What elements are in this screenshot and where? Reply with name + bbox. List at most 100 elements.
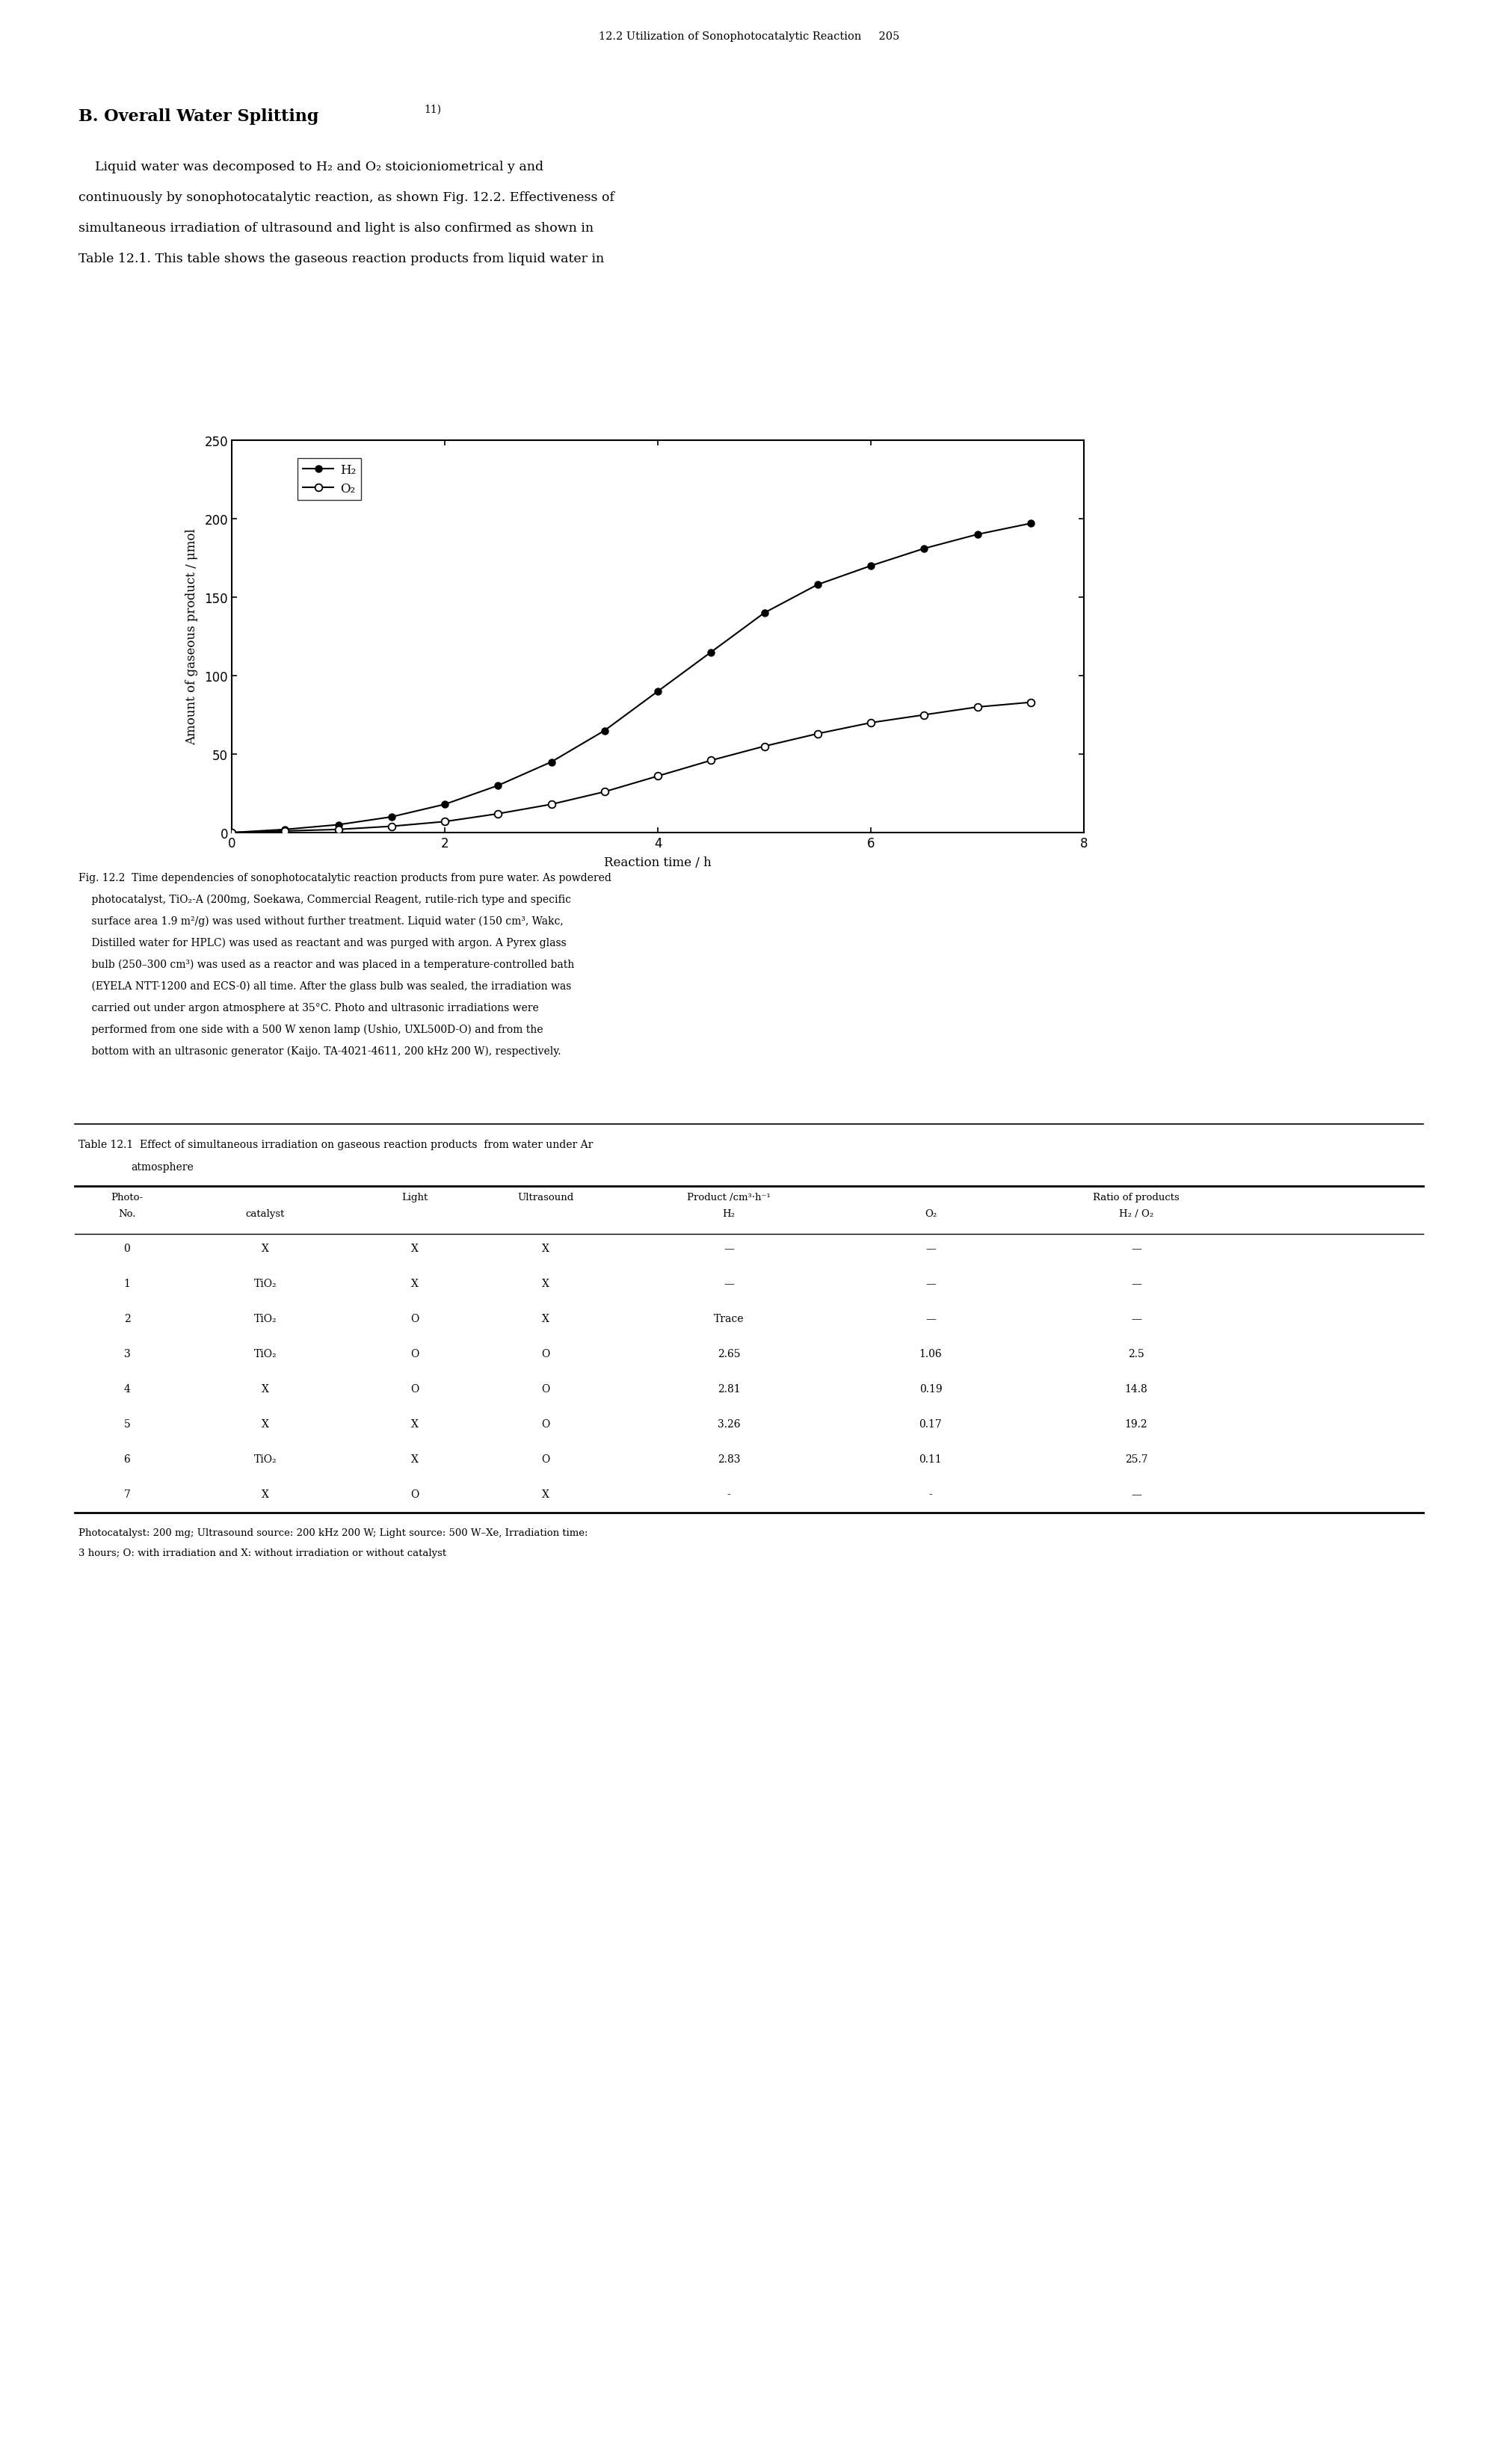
Text: TiO₂: TiO₂ [255,1313,277,1323]
O₂ [542,791,560,821]
Text: carried out under argon atmosphere at 35°C. Photo and ultrasonic irradiations we: carried out under argon atmosphere at 35… [78,1003,539,1013]
Text: bulb (250–300 cm³) was used as a reactor and was placed in a temperature-control: bulb (250–300 cm³) was used as a reactor… [78,958,574,971]
Text: 1: 1 [124,1279,130,1289]
Text: -: - [929,1488,932,1501]
Text: No.: No. [118,1210,136,1220]
O₂ [382,813,400,843]
Text: 5: 5 [124,1419,130,1429]
Text: 1.06: 1.06 [920,1348,942,1360]
Text: atmosphere: atmosphere [130,1161,193,1173]
O₂ [330,816,348,845]
Text: Ratio of products: Ratio of products [1094,1193,1179,1202]
Line: O₂: O₂ [228,700,1034,838]
O₂ [755,732,773,761]
Text: X: X [542,1313,550,1323]
Text: X: X [262,1385,270,1395]
Text: TiO₂: TiO₂ [255,1454,277,1464]
O₂ [915,700,933,729]
Text: X: X [262,1419,270,1429]
H₂ [330,811,348,840]
Text: Photocatalyst: 200 mg; Ultrasound source: 200 kHz 200 W; Light source: 500 W–Xe,: Photocatalyst: 200 mg; Ultrasound source… [78,1528,587,1538]
Text: O: O [410,1348,419,1360]
Text: performed from one side with a 500 W xenon lamp (Ushio, UXL500D-O) and from the: performed from one side with a 500 W xen… [78,1025,544,1035]
Text: TiO₂: TiO₂ [255,1348,277,1360]
Text: 2: 2 [124,1313,130,1323]
Text: bottom with an ultrasonic generator (Kaijo. TA-4021-4611, 200 kHz 200 W), respec: bottom with an ultrasonic generator (Kai… [78,1045,562,1057]
Text: —: — [1131,1488,1141,1501]
O₂ [1022,687,1040,717]
Text: O: O [541,1348,550,1360]
Text: 0.11: 0.11 [920,1454,942,1464]
Text: 14.8: 14.8 [1125,1385,1147,1395]
Text: O: O [410,1385,419,1395]
Text: O: O [541,1385,550,1395]
O₂ [436,808,454,838]
Text: X: X [542,1279,550,1289]
Text: —: — [1131,1279,1141,1289]
Text: X: X [410,1419,418,1429]
Text: X: X [542,1488,550,1501]
H₂ [1022,510,1040,540]
Line: H₂: H₂ [228,520,1034,835]
H₂ [276,816,294,845]
Text: continuously by sonophotocatalytic reaction, as shown Fig. 12.2. Effectiveness o: continuously by sonophotocatalytic react… [78,192,614,205]
Text: 3.26: 3.26 [718,1419,740,1429]
Text: —: — [724,1279,734,1289]
Text: O: O [541,1454,550,1464]
Text: —: — [1131,1244,1141,1254]
H₂ [703,638,721,668]
Text: —: — [1131,1313,1141,1323]
Text: —: — [724,1244,734,1254]
Text: B. Overall Water Splitting: B. Overall Water Splitting [78,108,319,126]
Legend: H₂, O₂: H₂, O₂ [298,458,361,500]
Text: Liquid water was decomposed to H₂ and O₂ stoicioniometrical y and: Liquid water was decomposed to H₂ and O₂… [78,160,544,172]
Text: Table 12.1  Effect of simultaneous irradiation on gaseous reaction products  fro: Table 12.1 Effect of simultaneous irradi… [78,1138,593,1151]
O₂ [223,818,241,848]
H₂ [223,818,241,848]
Text: —: — [926,1313,936,1323]
O₂ [968,692,986,722]
O₂ [649,761,667,791]
Text: 19.2: 19.2 [1125,1419,1147,1429]
Text: Photo-: Photo- [111,1193,144,1202]
Text: surface area 1.9 m²/g) was used without further treatment. Liquid water (150 cm³: surface area 1.9 m²/g) was used without … [78,917,563,926]
Text: Fig. 12.2  Time dependencies of sonophotocatalytic reaction products from pure w: Fig. 12.2 Time dependencies of sonophoto… [78,872,611,882]
H₂ [596,717,614,747]
Text: -: - [727,1488,731,1501]
Text: 0: 0 [124,1244,130,1254]
Text: X: X [410,1244,418,1254]
Text: 12.2 Utilization of Sonophotocatalytic Reaction     205: 12.2 Utilization of Sonophotocatalytic R… [599,32,899,42]
Text: X: X [262,1488,270,1501]
Text: 3: 3 [124,1348,130,1360]
Text: photocatalyst, TiO₂-A (200mg, Soekawa, Commercial Reagent, rutile-rich type and : photocatalyst, TiO₂-A (200mg, Soekawa, C… [78,894,571,904]
Text: 2.81: 2.81 [718,1385,740,1395]
Text: X: X [410,1454,418,1464]
Text: 2.65: 2.65 [718,1348,740,1360]
Text: 6: 6 [124,1454,130,1464]
Text: Light: Light [401,1193,428,1202]
Text: Ultrasound: Ultrasound [517,1193,574,1202]
Text: O: O [541,1419,550,1429]
Text: H₂: H₂ [722,1210,736,1220]
H₂ [809,569,827,599]
H₂ [915,535,933,564]
H₂ [649,678,667,707]
Text: X: X [542,1244,550,1254]
Text: X: X [410,1279,418,1289]
Text: 2.5: 2.5 [1128,1348,1144,1360]
H₂ [542,747,560,776]
Text: —: — [926,1244,936,1254]
H₂ [861,552,879,582]
X-axis label: Reaction time / h: Reaction time / h [604,857,712,870]
Text: Trace: Trace [713,1313,745,1323]
Text: 0.17: 0.17 [920,1419,942,1429]
Text: X: X [262,1244,270,1254]
Text: (EYELA NTT-1200 and ECS-0) all time. After the glass bulb was sealed, the irradi: (EYELA NTT-1200 and ECS-0) all time. Aft… [78,981,571,991]
Text: 25.7: 25.7 [1125,1454,1147,1464]
Text: TiO₂: TiO₂ [255,1279,277,1289]
Text: 4: 4 [124,1385,130,1395]
Text: 3 hours; O: with irradiation and X: without irradiation or without catalyst: 3 hours; O: with irradiation and X: with… [78,1547,446,1557]
O₂ [809,719,827,749]
Text: Product /cm³·h⁻¹: Product /cm³·h⁻¹ [688,1193,770,1202]
Text: —: — [926,1279,936,1289]
